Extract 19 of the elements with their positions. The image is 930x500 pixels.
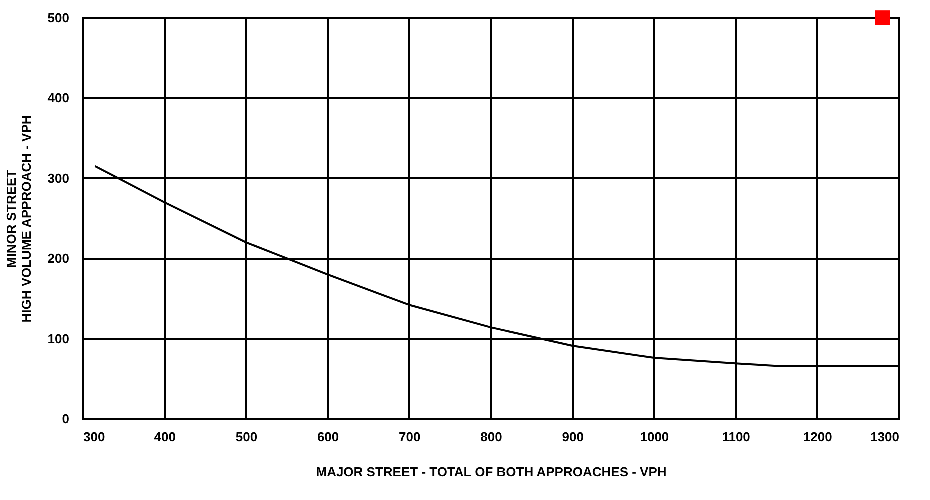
y-tick-label: 400 — [48, 90, 70, 106]
x-tick-label: 700 — [399, 430, 421, 444]
y-tick-label: 100 — [48, 331, 70, 346]
y-axis-title: MINOR STREET HIGH VOLUME APPROACH - VPH — [4, 115, 34, 323]
x-tick-label: 800 — [480, 430, 502, 444]
y-tick-label: 200 — [48, 251, 70, 266]
x-tick-label: 1000 — [640, 430, 670, 444]
x-tick-label: 500 — [236, 430, 258, 444]
y-tick-label: 300 — [48, 170, 70, 186]
y-tick-label: 500 — [48, 10, 70, 26]
x-tick-label: 400 — [154, 430, 176, 444]
x-tick-label: 1300 — [870, 430, 900, 444]
x-tick-label: 600 — [317, 430, 340, 444]
x-axis-title: MAJOR STREET - TOTAL OF BOTH APPROACHES - VPH — [316, 464, 667, 480]
x-tick-label: 300 — [84, 430, 106, 444]
x-tick-label: 1200 — [803, 430, 832, 444]
x-tick-label: 1100 — [722, 430, 750, 444]
y-tick-label: 0 — [62, 412, 70, 426]
x-tick-label: 900 — [562, 430, 584, 444]
